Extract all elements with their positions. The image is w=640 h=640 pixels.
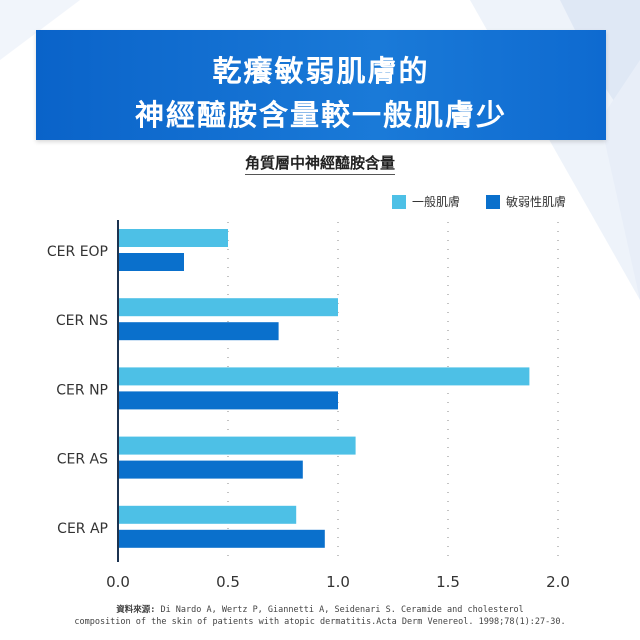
bar-normal [118, 298, 338, 317]
y-category-label: CER AS [57, 452, 108, 468]
bar-sensitive [118, 529, 325, 548]
y-category-label: CER NP [56, 382, 108, 398]
y-category-label: CER EOP [47, 244, 108, 260]
x-tick-label: 1.0 [326, 573, 350, 591]
legend-item-normal: 一般肌膚 [392, 193, 460, 210]
headline-line-1: 乾癢敏弱肌膚的 [212, 54, 430, 88]
legend-item-sensitive: 敏弱性肌膚 [486, 193, 566, 210]
bar-sensitive [118, 460, 303, 479]
y-category-label: CER AP [57, 521, 108, 537]
bar-normal [118, 229, 228, 247]
bar-normal [118, 367, 530, 386]
bar-sensitive [118, 253, 184, 271]
bar-normal [118, 436, 356, 455]
headline-banner: 乾癢敏弱肌膚的 神經醯胺含量較一般肌膚少 [36, 30, 606, 140]
source-line-2: composition of the skin of patients with… [74, 617, 566, 627]
x-tick-label: 1.5 [436, 573, 460, 591]
x-tick-label: 0.0 [106, 573, 130, 591]
y-category-label: CER NS [56, 313, 108, 329]
bar-sensitive [118, 322, 279, 341]
bar-sensitive [118, 391, 338, 410]
x-tick-label: 0.5 [216, 573, 240, 591]
chart-title: 角質層中神經醯胺含量 [0, 152, 640, 175]
source-label: 資料來源: [116, 605, 156, 615]
legend-label-sensitive: 敏弱性肌膚 [506, 195, 567, 209]
bar-normal [118, 505, 297, 524]
legend-label-normal: 一般肌膚 [412, 195, 461, 209]
legend-swatch-normal [392, 194, 406, 209]
legend-swatch-sensitive [486, 194, 500, 209]
source-line-1: Di Nardo A, Wertz P, Giannetti A, Seiden… [160, 605, 524, 615]
x-tick-label: 2.0 [546, 573, 570, 591]
source-citation: 資料來源: Di Nardo A, Wertz P, Giannetti A, … [0, 604, 640, 628]
headline-line-2: 神經醯胺含量較一般肌膚少 [134, 98, 507, 132]
